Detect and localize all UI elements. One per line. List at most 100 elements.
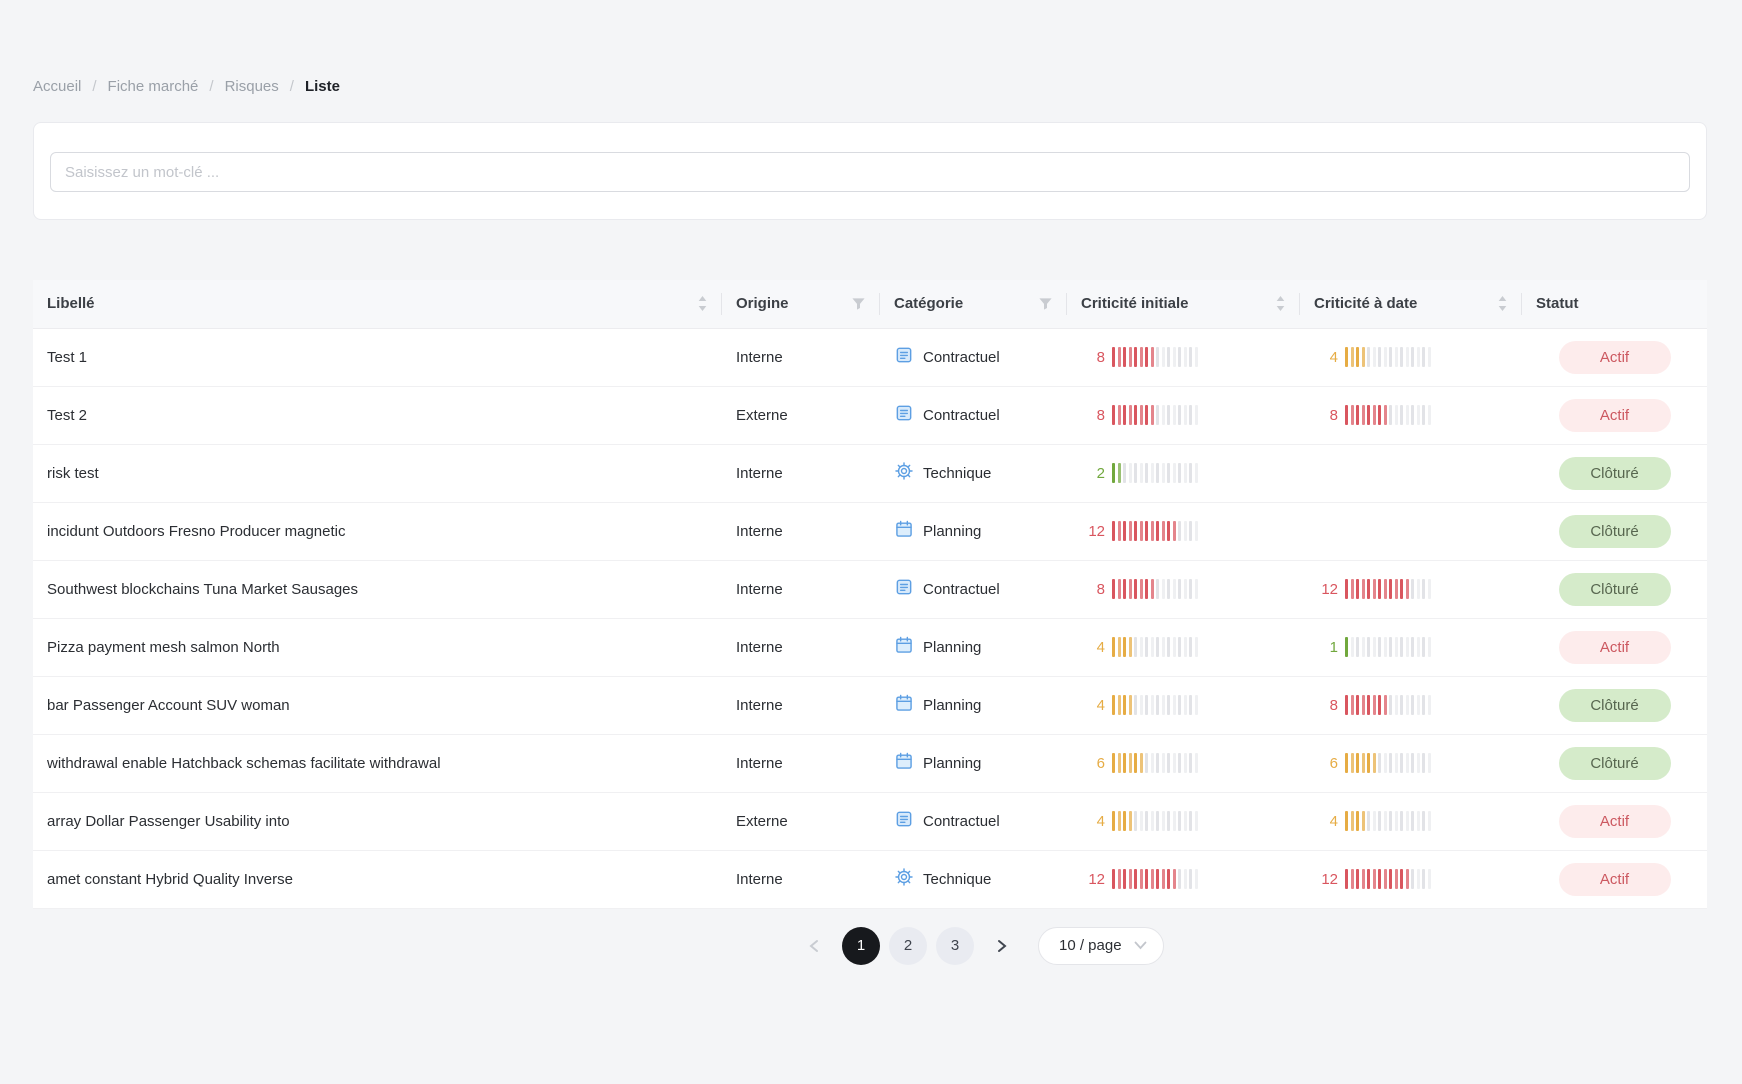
cell-criticite-initiale: 4 [1067,792,1300,850]
criticality-meter: 6 [1081,753,1286,773]
cell-statut: Clôturé [1522,560,1707,618]
document-icon [894,345,914,369]
cell-libelle: risk test [33,444,722,502]
meter-tick [1367,811,1370,831]
meter-tick [1134,753,1137,773]
meter-tick [1378,811,1381,831]
document-icon [894,403,914,427]
meter-tick [1384,811,1387,831]
meter-tick [1112,521,1115,541]
sort-icon[interactable] [1497,295,1508,312]
meter-tick [1123,347,1126,367]
cell-origine: Interne [722,850,880,908]
meter-tick [1145,869,1148,889]
meter-tick [1178,753,1181,773]
pagination-next-button[interactable] [983,927,1021,965]
meter-tick [1178,695,1181,715]
table-row[interactable]: incidunt Outdoors Fresno Producer magnet… [33,502,1707,560]
filter-icon[interactable] [851,296,866,311]
meter-tick [1362,405,1365,425]
meter-tick [1367,637,1370,657]
column-header-criticite-initiale[interactable]: Criticité initiale [1067,280,1300,328]
filter-icon[interactable] [1038,296,1053,311]
table-row[interactable]: Pizza payment mesh salmon NorthInternePl… [33,618,1707,676]
column-header-categorie[interactable]: Catégorie [880,280,1067,328]
meter-tick [1173,695,1176,715]
meter-tick [1367,347,1370,367]
cell-categorie: Planning [880,676,1067,734]
meter-tick [1151,753,1154,773]
table-row[interactable]: Southwest blockchains Tuna Market Sausag… [33,560,1707,618]
column-label: Libellé [47,295,95,312]
cell-libelle: Southwest blockchains Tuna Market Sausag… [33,560,722,618]
meter-tick [1118,579,1121,599]
meter-tick [1129,811,1132,831]
meter-tick [1428,753,1431,773]
meter-tick [1411,753,1414,773]
cell-origine: Interne [722,618,880,676]
column-label: Statut [1536,295,1579,312]
meter-tick [1362,811,1365,831]
meter-tick [1406,347,1409,367]
meter-tick [1178,521,1181,541]
meter-tick [1156,463,1159,483]
sort-icon[interactable] [1275,295,1286,312]
table-row[interactable]: Test 2ExterneContractuel88Actif [33,386,1707,444]
column-header-libelle[interactable]: Libellé [33,280,722,328]
meter-tick [1145,405,1148,425]
document-icon [894,577,914,601]
cell-criticite-a-date: 4 [1300,328,1522,386]
pagination-page-2[interactable]: 2 [889,927,927,965]
breadcrumb-item-accueil[interactable]: Accueil [33,78,81,95]
table-row[interactable]: risk testInterneTechnique2Clôturé [33,444,1707,502]
meter-tick [1184,637,1187,657]
meter-tick [1112,637,1115,657]
meter-tick [1428,405,1431,425]
document-icon [894,809,914,833]
meter-tick [1400,811,1403,831]
meter-tick [1173,405,1176,425]
meter-tick [1112,579,1115,599]
table-row[interactable]: array Dollar Passenger Usability intoExt… [33,792,1707,850]
pagination-page-3[interactable]: 3 [936,927,974,965]
pagination-page-1[interactable]: 1 [842,927,880,965]
sort-icon[interactable] [697,295,708,312]
breadcrumb-item-fiche-march-[interactable]: Fiche marché [108,78,199,95]
meter-tick [1178,463,1181,483]
meter-tick [1195,521,1198,541]
meter-tick [1373,811,1376,831]
column-label: Criticité à date [1314,295,1417,312]
column-header-origine[interactable]: Origine [722,280,880,328]
search-input[interactable] [50,152,1690,192]
status-badge: Clôturé [1559,573,1671,606]
meter-tick [1140,695,1143,715]
category-label: Contractuel [923,813,1000,830]
meter-tick [1140,347,1143,367]
table-row[interactable]: Test 1InterneContractuel84Actif [33,328,1707,386]
cell-libelle: Pizza payment mesh salmon North [33,618,722,676]
meter-tick [1140,579,1143,599]
meter-tick [1384,405,1387,425]
table-row[interactable]: withdrawal enable Hatchback schemas faci… [33,734,1707,792]
meter-tick [1395,811,1398,831]
table-row[interactable]: bar Passenger Account SUV womanInternePl… [33,676,1707,734]
column-header-criticite-a-date[interactable]: Criticité à date [1300,280,1522,328]
meter-tick [1422,579,1425,599]
meter-tick [1384,579,1387,599]
meter-tick [1151,405,1154,425]
meter-tick [1123,579,1126,599]
cell-criticite-a-date: 4 [1300,792,1522,850]
table-row[interactable]: amet constant Hybrid Quality InverseInte… [33,850,1707,908]
criticality-meter: 4 [1314,811,1508,831]
pagination-prev-button[interactable] [795,927,833,965]
breadcrumb-item-risques[interactable]: Risques [225,78,279,95]
meter-tick [1422,405,1425,425]
meter-tick [1406,753,1409,773]
gear-icon [894,867,914,891]
page-size-select[interactable]: 10 / page [1038,927,1164,965]
cell-categorie: Planning [880,734,1067,792]
meter-tick [1167,579,1170,599]
meter-tick [1195,811,1198,831]
cell-statut: Actif [1522,618,1707,676]
category-label: Planning [923,523,981,540]
